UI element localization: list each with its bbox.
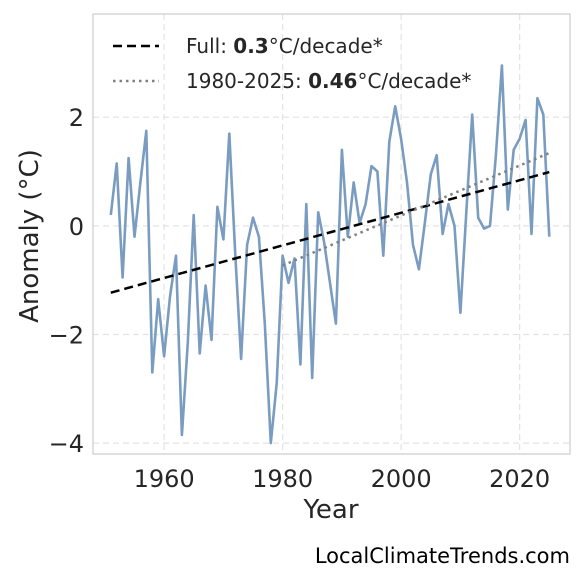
legend-full-suffix: °C/decade* [269,34,383,58]
x-tick-label: 2000 [371,465,432,493]
watermark: LocalClimateTrends.com [314,544,570,568]
legend-1980-prefix: 1980-2025: [186,69,308,93]
plot-frame [92,13,571,455]
grid [93,14,570,454]
legend-1980-label: 1980-2025: 0.46°C/decade* [186,69,471,93]
x-tick-label: 1980 [252,465,313,493]
legend-full-prefix: Full: [186,34,233,58]
x-tick-labels: 1960 1980 2000 2020 [134,465,551,493]
chart-marks [109,64,551,445]
y-tick-label: 0 [69,213,84,241]
x-axis-title: Year [302,495,358,525]
legend-full-label: Full: 0.3°C/decade* [186,34,383,58]
legend-full-value: 0.3 [233,34,268,58]
y-tick-label: −2 [49,321,84,349]
legend-1980-value: 0.46 [308,69,357,93]
anomaly-series-line [109,64,551,445]
x-tick-label: 1960 [134,465,195,493]
trend-line-1980-2025 [282,151,550,267]
legend: Full: 0.3°C/decade* 1980-2025: 0.46°C/de… [113,34,471,93]
y-tick-labels: −4 −2 0 2 [49,104,84,458]
x-tick-label: 2020 [489,465,550,493]
y-tick-label: 2 [69,104,84,132]
legend-1980-suffix: °C/decade* [357,69,471,93]
y-axis-title: Anomaly (°C) [15,149,45,323]
y-tick-label: −4 [49,430,84,458]
trend-line-full [110,170,550,294]
